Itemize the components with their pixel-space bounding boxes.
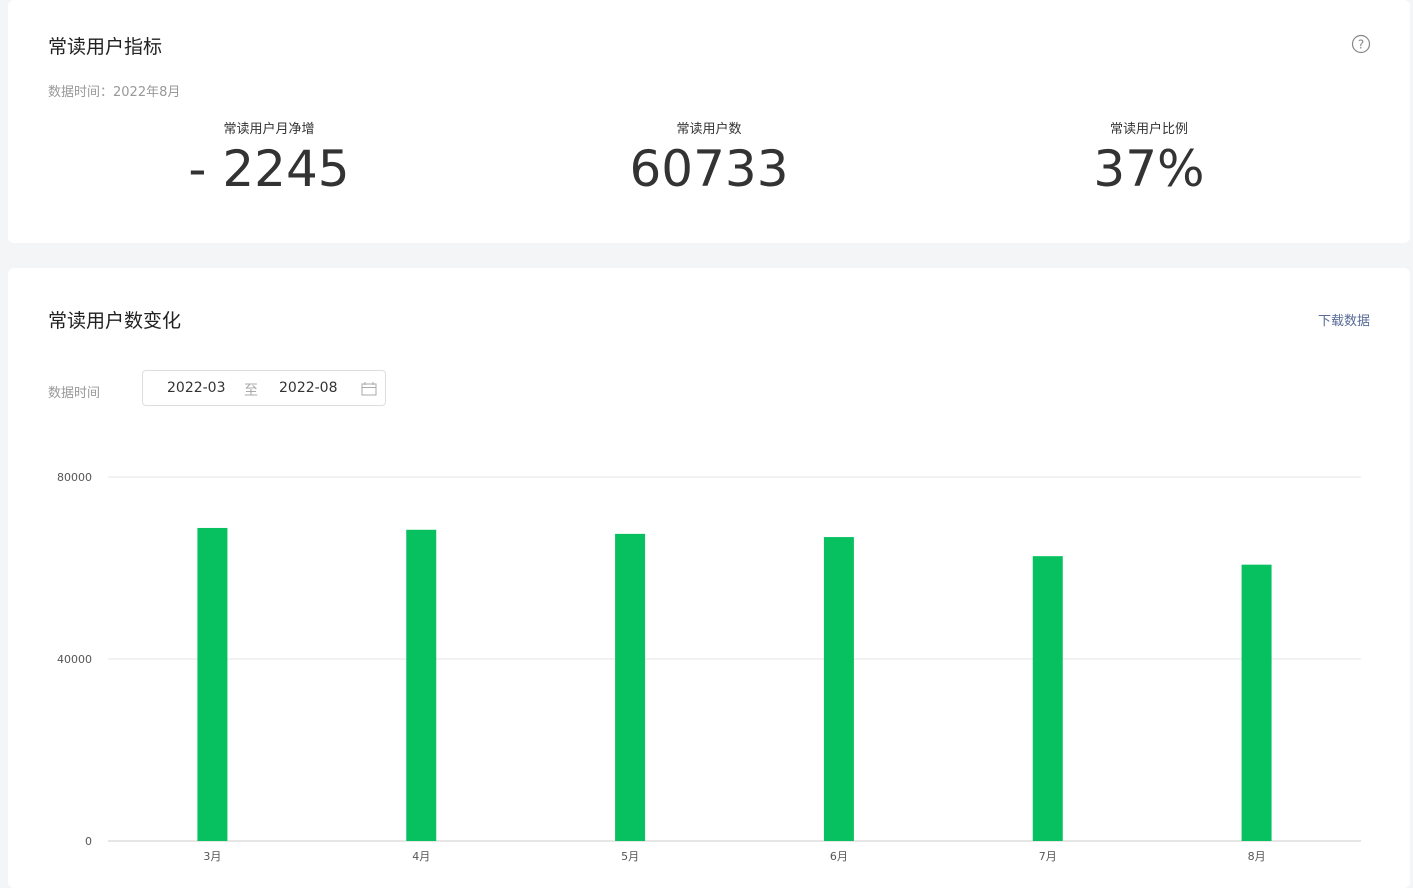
metric-label: 常读用户月净增 [223, 122, 315, 137]
chart: 0 40000 80000 3月 4月 5月 6月 7月 8月 [57, 471, 1361, 863]
y-tick-label: 80000 [57, 471, 92, 484]
metric-value: 60733 [629, 140, 789, 198]
metric-value: 37% [1093, 140, 1205, 198]
metrics-card: 常读用户指标 ? 数据时间：2022年8月 常读用户月净增 - 2245 常读用… [8, 0, 1410, 243]
bar [615, 533, 646, 841]
bar [406, 529, 437, 841]
x-tick-label: 6月 [830, 850, 848, 863]
trend-card: 常读用户数变化 下载数据 数据时间 2022-03 至 2022-08 [8, 268, 1410, 888]
metric-label: 常读用户比例 [1109, 122, 1188, 137]
data-time: 数据时间：2022年8月 [48, 85, 181, 100]
y-tick-label: 0 [85, 835, 92, 848]
date-end: 2022-08 [279, 380, 338, 396]
filter-label: 数据时间 [48, 386, 101, 401]
bar [1032, 556, 1063, 841]
metric-label: 常读用户数 [676, 122, 742, 137]
bar [823, 537, 854, 841]
help-icon[interactable]: ? [1351, 34, 1371, 54]
x-tick-label: 7月 [1039, 850, 1057, 863]
date-start: 2022-03 [167, 380, 226, 396]
bar [197, 527, 228, 841]
date-separator: 至 [244, 383, 258, 399]
bar [1241, 564, 1272, 841]
date-range-picker[interactable]: 2022-03 至 2022-08 [142, 370, 386, 406]
x-tick-label: 3月 [203, 850, 221, 863]
y-tick-label: 40000 [57, 653, 92, 666]
download-link[interactable]: 下载数据 [1317, 314, 1370, 329]
card-title: 常读用户数变化 [48, 310, 182, 332]
x-tick-label: 4月 [412, 850, 430, 863]
svg-text:?: ? [1358, 38, 1364, 52]
card-title: 常读用户指标 [48, 36, 163, 58]
metric-value: - 2245 [188, 140, 350, 198]
x-tick-label: 8月 [1248, 850, 1266, 863]
x-tick-label: 5月 [621, 850, 639, 863]
calendar-icon [361, 382, 377, 396]
